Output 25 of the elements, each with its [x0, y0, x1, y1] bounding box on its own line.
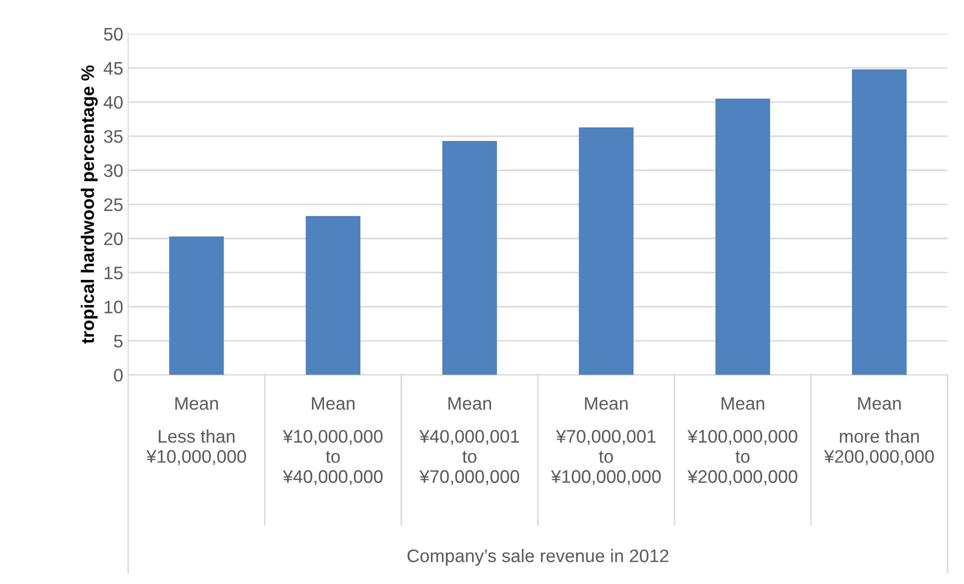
x-tick-label: Mean Less than ¥10,000,000 — [146, 397, 246, 465]
x-axis-title: Company’s sale revenue in 2012 — [408, 548, 668, 566]
y-tick-label: 10 — [104, 300, 123, 314]
x-tick-label: Mean more than ¥200,000,000 — [824, 397, 934, 465]
y-tick-label: 50 — [104, 28, 123, 41]
y-tick-label: 45 — [104, 62, 123, 75]
bar — [715, 98, 770, 375]
bar — [578, 127, 634, 375]
x-tick-label: Mean ¥70,000,001 to ¥100,000,000 — [550, 397, 661, 486]
bar — [442, 140, 497, 375]
y-tick-label: 30 — [104, 164, 123, 178]
y-axis-title: tropical hardwood percentage % — [80, 65, 98, 344]
y-tick-label: 35 — [104, 130, 123, 143]
y-tick-label: 40 — [104, 96, 123, 109]
y-tick-label: 20 — [104, 232, 123, 246]
bar — [306, 216, 360, 375]
bar — [169, 236, 224, 375]
x-tick-label: Mean ¥100,000,000 to ¥200,000,000 — [688, 397, 798, 486]
x-tick-label: Mean ¥40,000,001 to ¥70,000,000 — [419, 397, 520, 486]
x-tick-label: Mean ¥10,000,000 to ¥40,000,000 — [282, 397, 383, 486]
y-tick-label: 25 — [104, 198, 123, 212]
y-tick-label: 15 — [104, 266, 123, 280]
y-tick-label: 0 — [114, 368, 123, 382]
bar — [852, 69, 907, 375]
y-tick-label: 5 — [114, 334, 123, 348]
